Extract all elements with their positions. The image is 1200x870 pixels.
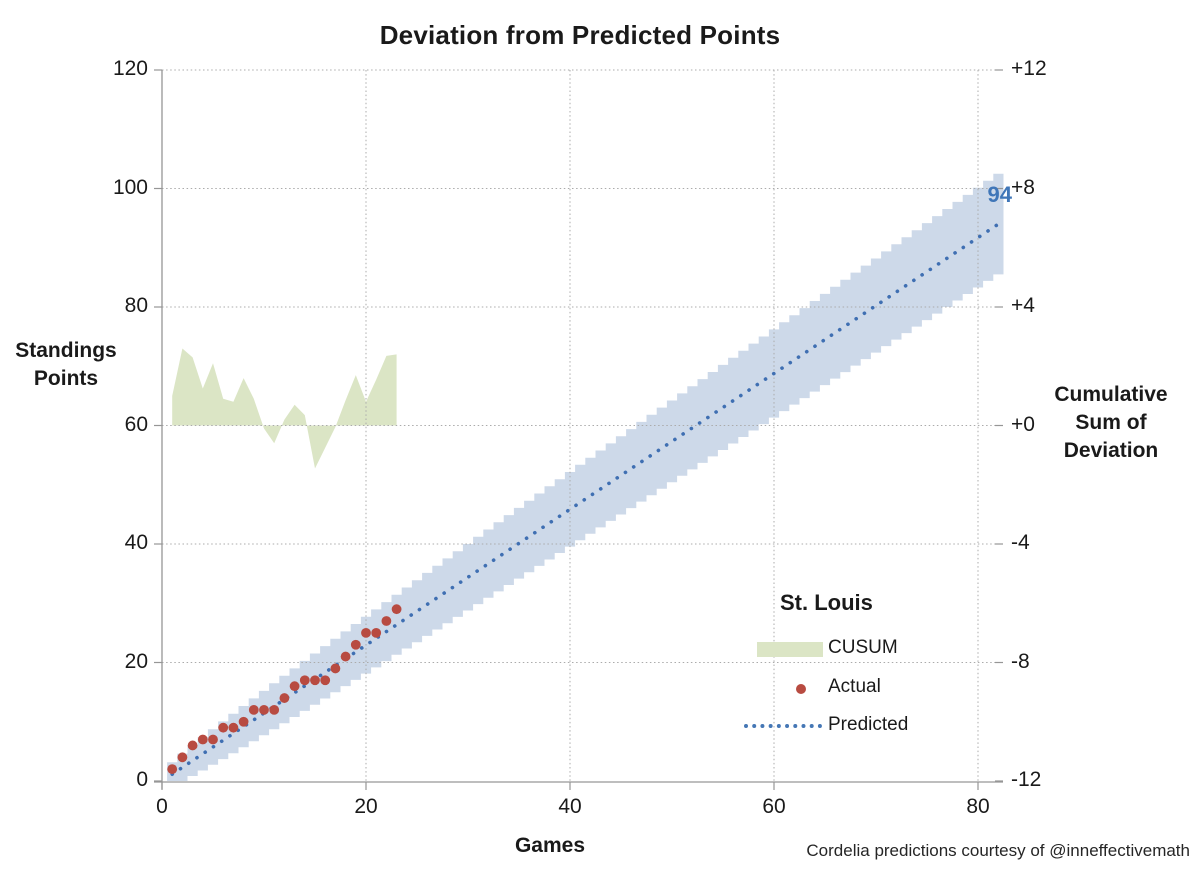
left-axis-tick-label: 100	[112, 175, 148, 199]
actual-point	[330, 663, 341, 674]
left-axis-title-line2: Points	[33, 367, 99, 390]
right-axis-tick-label: +0	[1011, 412, 1035, 436]
left-axis-title-line1: Standings	[15, 339, 117, 362]
right-axis-tick-label: -4	[1011, 531, 1030, 554]
actual-point	[259, 705, 269, 715]
right-axis-title: Cumulative Sum of Deviation	[1042, 381, 1180, 465]
legend-title: St. Louis	[780, 590, 873, 615]
chart-title: Deviation from Predicted Points	[379, 20, 781, 50]
actual-point	[269, 705, 280, 715]
actual-dot-swatch-icon	[796, 684, 806, 694]
legend-item-actual: Actual	[828, 676, 881, 697]
x-axis-tick-label: 40	[558, 795, 582, 818]
x-axis-title: Games	[514, 834, 586, 857]
actual-point	[310, 675, 320, 686]
right-axis-tick-label: -8	[1011, 649, 1030, 673]
left-axis-tick-label: 80	[124, 294, 148, 317]
right-axis-title-line3: Deviation	[1063, 439, 1159, 462]
actual-point	[289, 681, 300, 692]
actual-point	[238, 716, 249, 727]
right-axis-title-line2: Sum of	[1075, 411, 1147, 434]
actual-point	[371, 627, 382, 638]
actual-point	[381, 616, 392, 626]
x-axis-tick-label: 20	[354, 795, 378, 818]
actual-point	[197, 734, 208, 745]
left-axis-tick-label: 60	[124, 412, 148, 436]
right-axis-tick-label: +8	[1011, 175, 1035, 199]
actual-point	[167, 764, 178, 775]
actual-point	[208, 734, 218, 745]
actual-point	[320, 675, 331, 686]
actual-point	[248, 705, 259, 715]
predicted-line	[170, 222, 1001, 777]
x-axis-tick-label: 0	[156, 795, 168, 818]
predicted-endpoint-label: 94	[987, 182, 1012, 207]
x-axis-tick-label: 60	[762, 795, 786, 818]
actual-point	[228, 722, 239, 733]
left-axis-tick-label: 40	[124, 531, 148, 554]
right-axis-tick-label: +12	[1011, 57, 1047, 80]
actual-point	[187, 740, 198, 751]
footer-credit: Cordelia predictions courtesy of @inneff…	[806, 841, 1190, 860]
legend-item-cusum: CUSUM	[828, 637, 898, 658]
actual-point	[361, 627, 371, 638]
legend-item-predicted: Predicted	[828, 714, 909, 735]
actual-point	[350, 639, 361, 650]
x-axis-tick-label: 80	[966, 795, 990, 818]
right-axis-tick-label: +4	[1011, 294, 1035, 317]
right-axis-title-line1: Cumulative	[1054, 383, 1168, 406]
actual-point	[218, 722, 229, 733]
actual-point	[299, 675, 310, 686]
left-axis-tick-label: 0	[136, 768, 148, 791]
right-axis-tick-label: -12	[1011, 768, 1042, 791]
left-axis-tick-label: 20	[124, 649, 148, 673]
left-axis-title: Standings Points	[0, 337, 132, 393]
left-axis-tick-label: 120	[112, 57, 148, 80]
actual-point	[177, 752, 188, 763]
cusum-area-swatch-icon	[757, 642, 823, 657]
actual-point	[279, 693, 290, 703]
predicted-dotted-line-swatch-icon	[744, 724, 822, 728]
actual-point	[340, 651, 351, 662]
actual-point	[391, 604, 402, 615]
cusum-area	[172, 348, 397, 469]
